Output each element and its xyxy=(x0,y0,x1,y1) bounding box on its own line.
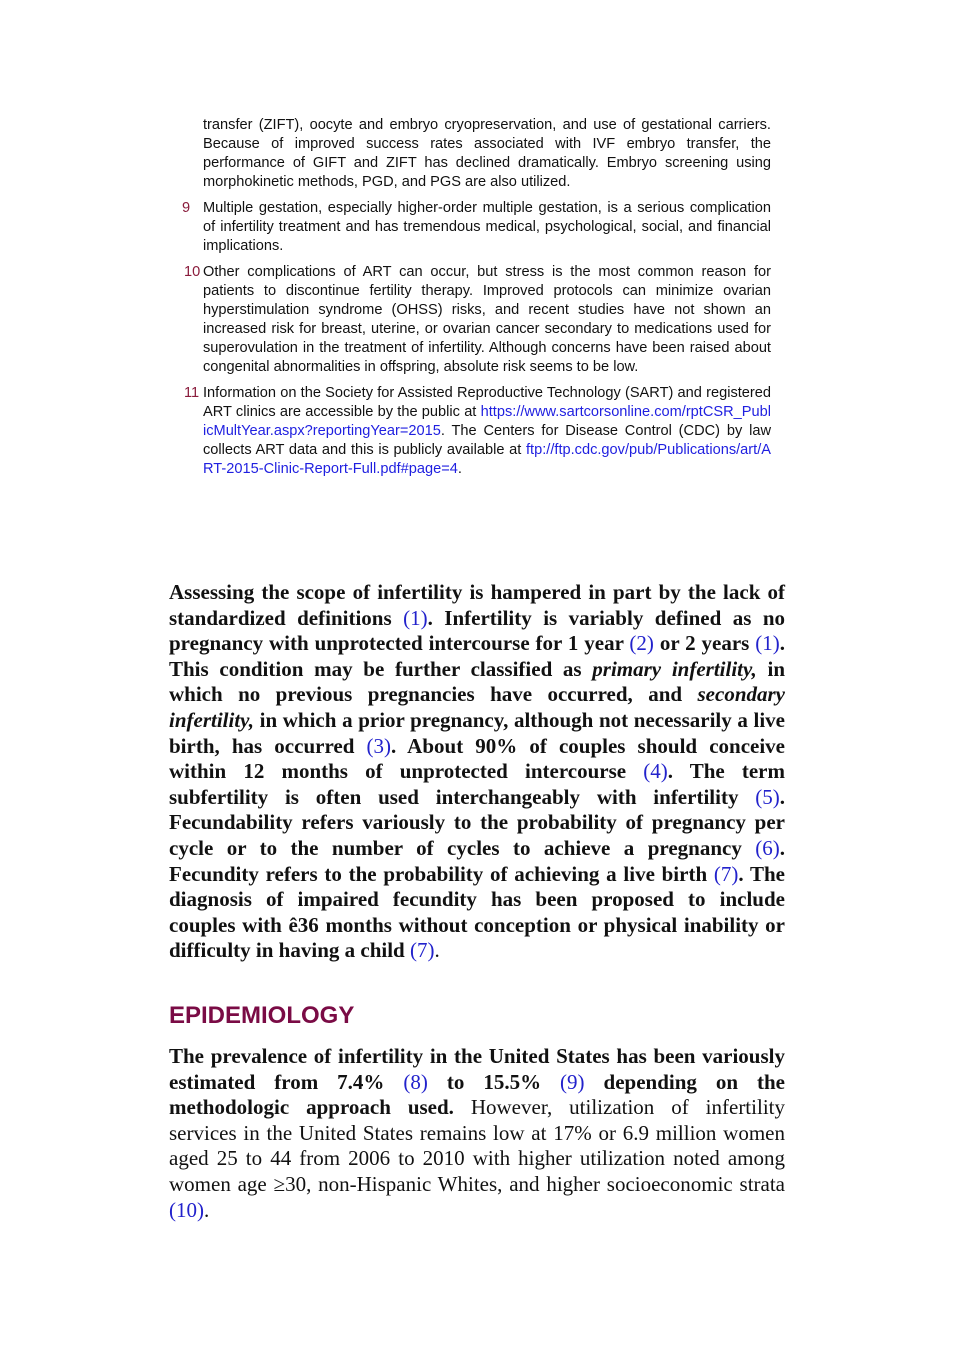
text: . About 90% of couples should conceive w… xyxy=(169,733,785,784)
note-text: Multiple gestation, especially higher-or… xyxy=(203,200,771,254)
reference[interactable]: (4) xyxy=(643,759,668,784)
note-number: 11 xyxy=(184,385,200,401)
note: 9 Multiple gestation, especially higher-o… xyxy=(182,199,771,256)
reference[interactable]: (5) xyxy=(755,784,780,809)
reference[interactable]: (3) xyxy=(366,733,391,758)
text: . Fecundity refers to the probability of… xyxy=(169,835,785,886)
text: . Infertility is variably defined as no … xyxy=(169,605,786,656)
note-text: . xyxy=(457,461,462,477)
text: . xyxy=(434,938,440,963)
text: in which no previous pregnancies have oc… xyxy=(169,656,785,707)
paragraph: Assessing the scope of infertility is ha… xyxy=(169,580,785,964)
note-text: Information on the Society for Assisted … xyxy=(203,385,771,420)
notes-list: transfer (ZIFT), oocyte and embryo cryop… xyxy=(182,116,771,486)
text: primary infertility, xyxy=(592,656,757,681)
reference[interactable]: (1) xyxy=(755,631,780,656)
text: . This condition may be further classifi… xyxy=(169,631,785,681)
note-number: 9 xyxy=(182,200,191,216)
text: Assessing the scope of infertility is ha… xyxy=(169,580,785,630)
reference[interactable]: (7) xyxy=(713,861,739,886)
note: 11 Information on the Society for Assiste… xyxy=(182,384,771,479)
text: . The diagnosis of impaired fecundity ha… xyxy=(169,861,785,963)
reference[interactable]: (1) xyxy=(403,605,428,630)
text: or 2 years xyxy=(653,631,756,656)
text: . Fecundability refers variously to the … xyxy=(169,784,785,860)
link[interactable]: https://www.sartcorsonline.com/rptCSR_Pu… xyxy=(203,404,771,439)
note-number: 10 xyxy=(184,264,201,280)
reference[interactable]: (2) xyxy=(629,631,654,656)
link[interactable]: ftp://ftp.cdc.gov/pub/Publications/art/A… xyxy=(203,442,771,477)
text: to 15.5% xyxy=(427,1069,561,1094)
note: 10 Other complications of ART can occur, … xyxy=(182,263,771,377)
reference[interactable]: (6) xyxy=(755,835,780,860)
text: in which a prior pregnancy, although not… xyxy=(169,707,785,758)
note-text: transfer (ZIFT), oocyte and embryo cryop… xyxy=(203,117,771,190)
note-text: . The Centers for Disease Control (CDC) … xyxy=(203,423,771,458)
section-heading: EPIDEMIOLOGY xyxy=(169,1002,355,1029)
reference[interactable]: (8) xyxy=(403,1069,428,1094)
text: depending on the methodologic approach u… xyxy=(169,1069,785,1120)
text: The prevalence of infertility in the Uni… xyxy=(169,1044,785,1094)
text: However, utilization of infertility serv… xyxy=(169,1095,785,1196)
note: transfer (ZIFT), oocyte and embryo cryop… xyxy=(182,116,771,192)
reference[interactable]: (10) xyxy=(169,1197,204,1222)
reference[interactable]: (7) xyxy=(409,938,435,963)
reference[interactable]: (9) xyxy=(560,1069,585,1094)
text: secondary infertility, xyxy=(169,682,785,732)
text: . xyxy=(204,1197,210,1222)
text: . The term subfertility is often used in… xyxy=(169,759,785,809)
note-text: Other complications of ART can occur, bu… xyxy=(203,264,771,375)
paragraph: The prevalence of infertility in the Uni… xyxy=(169,1044,785,1223)
